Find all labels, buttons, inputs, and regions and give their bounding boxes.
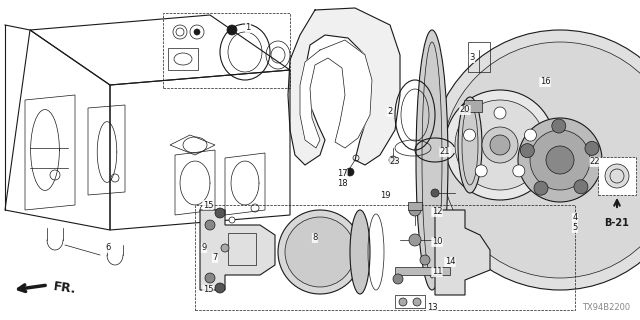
Text: 17: 17 [337,170,348,179]
Bar [168,48,198,70]
Text: 11: 11 [432,268,442,276]
Text: 5: 5 [572,223,578,233]
Text: 7: 7 [212,253,218,262]
Circle shape [530,130,590,190]
Circle shape [399,298,407,306]
Polygon shape [288,8,400,165]
Ellipse shape [422,42,442,278]
Text: 8: 8 [312,234,317,243]
Text: 2: 2 [387,108,392,116]
Circle shape [420,255,430,265]
Circle shape [346,168,354,176]
Text: 23: 23 [390,157,400,166]
Circle shape [520,144,534,158]
Text: 19: 19 [380,190,390,199]
Circle shape [389,156,397,164]
Circle shape [585,141,599,156]
Circle shape [442,42,640,278]
Circle shape [409,234,421,246]
Circle shape [431,189,439,197]
Text: 14: 14 [445,258,455,267]
Circle shape [285,217,355,287]
Text: 18: 18 [337,180,348,188]
FancyBboxPatch shape [598,157,636,195]
Circle shape [605,164,629,188]
Ellipse shape [462,105,478,185]
Circle shape [455,100,545,190]
Text: TX94B2200: TX94B2200 [582,303,630,312]
Text: FR.: FR. [52,280,77,296]
Ellipse shape [458,97,482,193]
Circle shape [546,146,574,174]
Ellipse shape [416,30,448,290]
Text: 16: 16 [540,77,550,86]
Circle shape [494,107,506,119]
Circle shape [524,129,536,141]
Circle shape [475,165,487,177]
Text: 10: 10 [432,237,442,246]
Circle shape [490,135,510,155]
Circle shape [205,220,215,230]
Circle shape [518,118,602,202]
Circle shape [513,165,525,177]
Circle shape [194,29,200,35]
Text: 20: 20 [460,106,470,115]
Text: 21: 21 [440,148,451,156]
Polygon shape [200,210,275,290]
Polygon shape [435,210,490,295]
Circle shape [430,30,640,290]
Text: 1: 1 [245,23,251,33]
Text: 15: 15 [203,285,213,294]
Circle shape [227,25,237,35]
Bar [464,100,482,112]
Text: 6: 6 [106,244,111,252]
Bar [228,233,256,265]
Bar [468,42,490,72]
Circle shape [278,210,362,294]
Circle shape [552,119,566,133]
Polygon shape [300,40,372,148]
Circle shape [215,208,225,218]
Circle shape [393,274,403,284]
Text: 22: 22 [589,157,600,166]
Text: 9: 9 [202,244,207,252]
Circle shape [482,127,518,163]
Circle shape [205,273,215,283]
Text: 15: 15 [203,201,213,210]
Text: 4: 4 [572,213,578,222]
Text: 3: 3 [469,53,475,62]
Circle shape [221,244,229,252]
Circle shape [409,204,421,216]
Text: 12: 12 [432,207,442,217]
Circle shape [574,180,588,194]
Ellipse shape [350,210,370,294]
Bar [408,202,422,210]
Circle shape [413,298,421,306]
Circle shape [229,217,235,223]
Circle shape [463,129,476,141]
Circle shape [445,90,555,200]
Circle shape [534,181,548,195]
Text: B-21: B-21 [605,218,629,228]
Bar [395,267,450,275]
Circle shape [215,283,225,293]
Text: 13: 13 [427,303,437,313]
